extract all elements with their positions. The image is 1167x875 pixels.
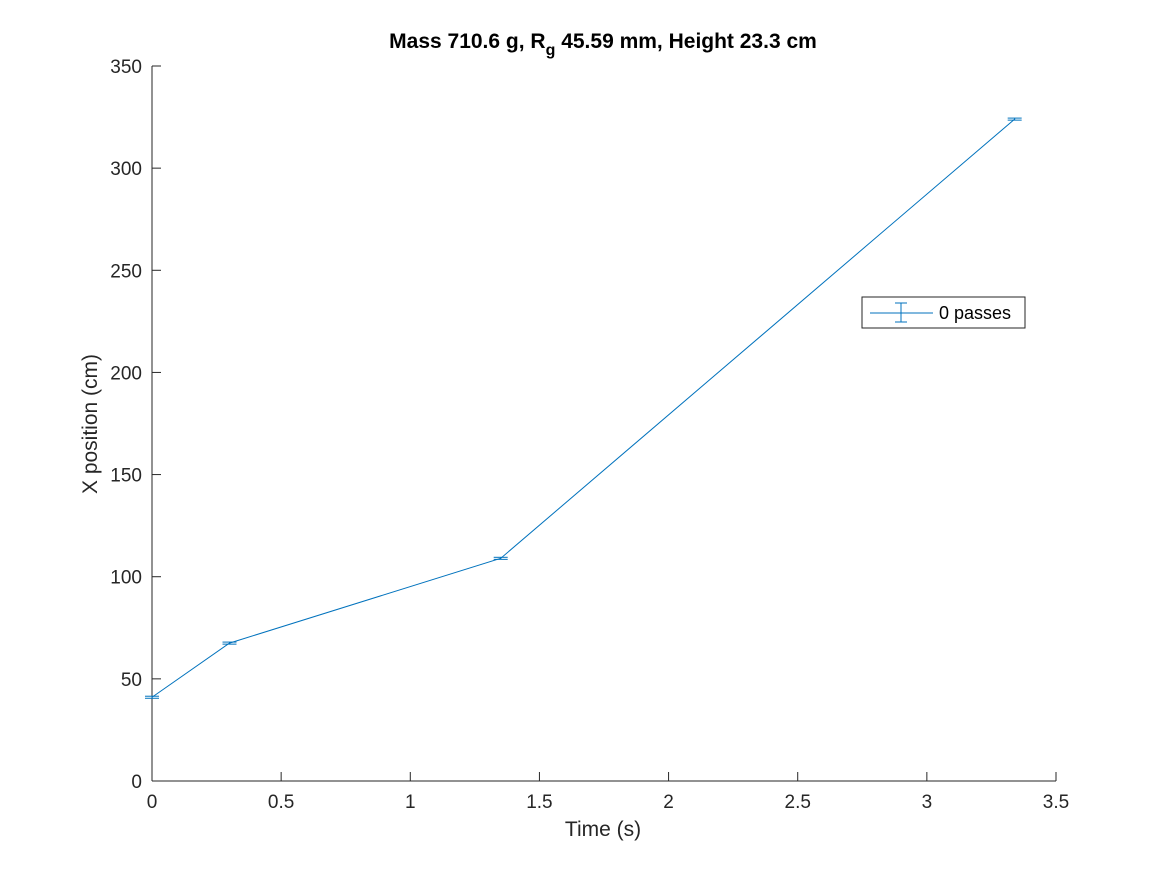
x-tick-label: 1.5 [526,792,552,813]
y-tick-label: 150 [110,466,142,487]
series-group [145,117,1022,699]
chart-title: Mass 710.6 g, Rg 45.59 mm, Height 23.3 c… [389,30,817,59]
x-tick-label: 0 [147,792,158,813]
y-tick-label: 100 [110,568,142,589]
x-tick-label: 2.5 [785,792,811,813]
x-tick-label: 0.5 [268,792,294,813]
y-axis-label: X position (cm) [79,354,102,494]
y-axis: 0 50 100 150 200 250 300 350 [110,57,161,793]
x-axis-label: Time (s) [565,818,641,841]
legend: 0 passes [861,296,1026,329]
legend-entry-0-passes: 0 passes [939,303,1011,323]
y-tick-label: 200 [110,363,142,384]
y-tick-label: 300 [110,159,142,180]
plot-axes [151,66,1056,782]
x-tick-label: 3.5 [1043,792,1069,813]
x-axis: 0 0.5 1 1.5 2 2.5 3 3.5 [147,772,1069,813]
y-tick-label: 350 [110,57,142,78]
x-tick-label: 1 [405,792,416,813]
x-tick-label: 3 [922,792,933,813]
y-tick-label: 50 [121,670,142,691]
y-tick-label: 0 [131,772,142,793]
series-line [151,118,1015,698]
x-tick-label: 2 [663,792,674,813]
y-tick-label: 250 [110,261,142,282]
